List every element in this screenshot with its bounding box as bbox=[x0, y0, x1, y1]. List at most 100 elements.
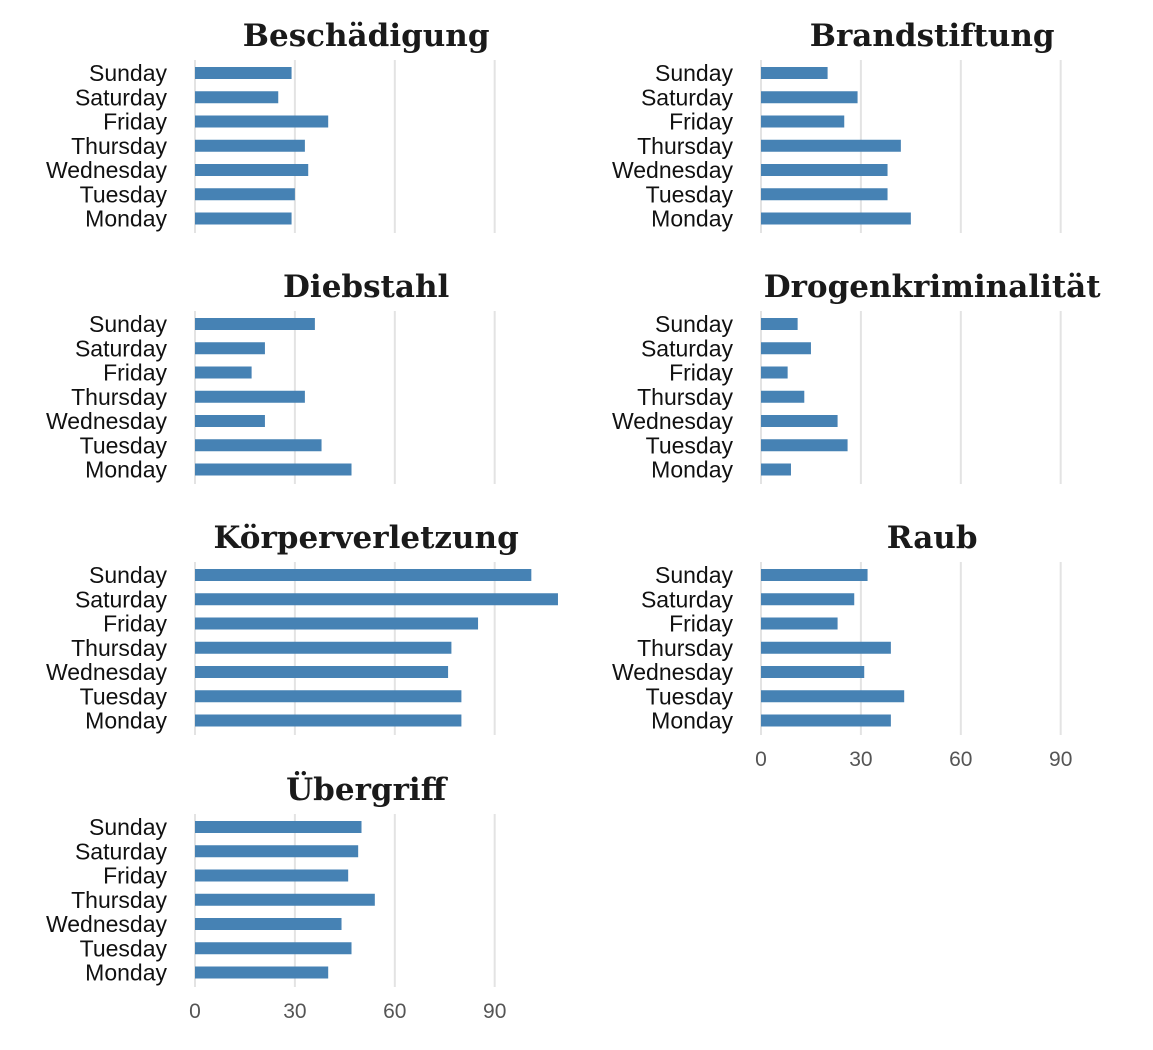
panel-title: Beschädigung bbox=[243, 18, 490, 54]
day-label: Monday bbox=[85, 457, 167, 483]
day-label: Saturday bbox=[75, 84, 168, 110]
bar-thursday bbox=[761, 390, 805, 403]
bar-wednesday bbox=[761, 164, 888, 176]
bar-saturday bbox=[761, 91, 858, 104]
panel-title: Brandstiftung bbox=[810, 18, 1055, 54]
day-label: Sunday bbox=[655, 562, 734, 588]
bar-thursday bbox=[195, 139, 305, 152]
bar-friday bbox=[761, 617, 838, 630]
day-label: Thursday bbox=[71, 384, 167, 410]
day-label: Thursday bbox=[637, 635, 733, 661]
bar-saturday bbox=[761, 593, 855, 606]
x-tick-label: 90 bbox=[1049, 748, 1072, 771]
x-tick-label: 30 bbox=[849, 748, 872, 771]
day-label: Sunday bbox=[89, 60, 168, 86]
day-label: Monday bbox=[651, 457, 733, 483]
day-label: Tuesday bbox=[80, 683, 168, 709]
day-label: Monday bbox=[651, 708, 733, 734]
day-label: Thursday bbox=[71, 887, 167, 913]
day-label: Saturday bbox=[641, 335, 734, 361]
bar-thursday bbox=[761, 139, 901, 152]
x-tick-label: 0 bbox=[755, 748, 767, 771]
day-label: Wednesday bbox=[612, 659, 734, 685]
day-label: Wednesday bbox=[46, 659, 168, 685]
bar-friday bbox=[195, 869, 349, 882]
day-label: Friday bbox=[669, 109, 733, 135]
bar-friday bbox=[761, 115, 845, 128]
bar-saturday bbox=[195, 91, 279, 104]
bar-monday bbox=[195, 714, 462, 727]
bar-tuesday bbox=[761, 690, 905, 703]
bar-tuesday bbox=[195, 942, 352, 955]
bar-monday bbox=[761, 714, 891, 727]
day-label: Wednesday bbox=[612, 157, 734, 183]
day-label: Wednesday bbox=[46, 408, 168, 434]
bar-wednesday bbox=[195, 918, 342, 930]
day-label: Sunday bbox=[89, 311, 168, 337]
panel-diebstahl: Diebstahl SundaySaturdayFridayThursdayWed… bbox=[46, 269, 496, 484]
day-label: Friday bbox=[669, 360, 733, 386]
bar-wednesday bbox=[195, 666, 449, 678]
x-tick-label: 0 bbox=[189, 1000, 201, 1023]
bar-saturday bbox=[195, 845, 359, 858]
bar-tuesday bbox=[195, 439, 322, 452]
panel-beschadigung: Beschädigung SundaySaturdayFridayThursday… bbox=[46, 18, 496, 233]
bar-thursday bbox=[195, 641, 452, 654]
panel-title: Diebstahl bbox=[283, 269, 449, 305]
x-tick-label: 90 bbox=[483, 1000, 506, 1023]
bar-sunday bbox=[195, 821, 362, 833]
day-label: Tuesday bbox=[80, 181, 168, 207]
day-label: Monday bbox=[85, 960, 167, 986]
day-label: Saturday bbox=[641, 84, 734, 110]
panel-ubergriff: Übergriff SundaySaturdayFridayThursdayWed… bbox=[46, 769, 506, 1023]
bar-monday bbox=[761, 212, 911, 225]
day-label: Tuesday bbox=[80, 432, 168, 458]
bar-friday bbox=[761, 366, 788, 379]
panel-brandstiftung: Brandstiftung SundaySaturdayFridayThursda… bbox=[612, 18, 1062, 233]
bar-wednesday bbox=[195, 415, 265, 427]
panel-drogenkriminalitat: Drogenkriminalität SundaySaturdayFridayTh… bbox=[612, 269, 1101, 484]
day-label: Friday bbox=[103, 611, 167, 637]
day-label: Saturday bbox=[75, 335, 168, 361]
bar-wednesday bbox=[761, 415, 838, 427]
bar-saturday bbox=[761, 342, 811, 355]
day-label: Tuesday bbox=[646, 683, 734, 709]
panel-korperverletzung: Körperverletzung SundaySaturdayFridayThur… bbox=[46, 520, 558, 735]
day-label: Friday bbox=[103, 360, 167, 386]
bar-thursday bbox=[761, 641, 891, 654]
bar-sunday bbox=[761, 569, 868, 581]
x-tick-label: 30 bbox=[283, 1000, 306, 1023]
panel-title: Raub bbox=[887, 520, 978, 556]
bar-friday bbox=[195, 115, 329, 128]
day-label: Sunday bbox=[89, 562, 168, 588]
day-label: Saturday bbox=[641, 586, 734, 612]
bar-monday bbox=[195, 966, 329, 979]
day-label: Wednesday bbox=[612, 408, 734, 434]
bar-thursday bbox=[195, 893, 375, 906]
panel-title: Übergriff bbox=[286, 769, 449, 808]
day-label: Tuesday bbox=[80, 935, 168, 961]
bar-sunday bbox=[195, 318, 315, 330]
day-label: Monday bbox=[651, 206, 733, 232]
day-label: Sunday bbox=[655, 311, 734, 337]
panel-title: Drogenkriminalität bbox=[764, 269, 1102, 305]
day-label: Thursday bbox=[71, 635, 167, 661]
day-label: Wednesday bbox=[46, 157, 168, 183]
bar-sunday bbox=[195, 67, 292, 79]
bar-tuesday bbox=[195, 690, 462, 703]
bar-tuesday bbox=[761, 188, 888, 201]
panel-title: Körperverletzung bbox=[214, 520, 519, 556]
bar-monday bbox=[761, 463, 791, 476]
bar-wednesday bbox=[761, 666, 865, 678]
day-label: Saturday bbox=[75, 586, 168, 612]
bar-friday bbox=[195, 617, 479, 630]
bar-thursday bbox=[195, 390, 305, 403]
day-label: Wednesday bbox=[46, 911, 168, 937]
bar-sunday bbox=[195, 569, 532, 581]
day-label: Tuesday bbox=[646, 432, 734, 458]
bar-saturday bbox=[195, 593, 558, 606]
day-label: Sunday bbox=[655, 60, 734, 86]
day-label: Monday bbox=[85, 708, 167, 734]
bar-wednesday bbox=[195, 164, 309, 176]
